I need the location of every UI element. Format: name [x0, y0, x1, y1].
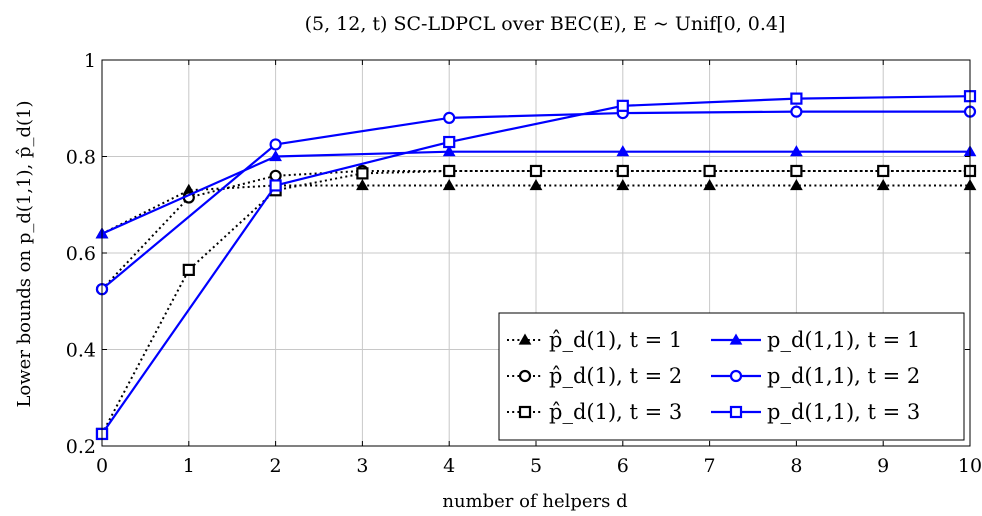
ticks: 0 1 2 3 4 5 6 7 8 9 10 0.2 0.4 0.6 0.8 1 [66, 50, 982, 477]
y-tick-label: 0.6 [66, 243, 96, 265]
y-tick-label: 0.8 [66, 147, 96, 169]
data-point [790, 164, 803, 178]
legend-marker [729, 369, 743, 383]
y-axis-label: Lower bounds on p_d(1,1), p̂_d(1) [14, 100, 35, 407]
data-point [269, 138, 282, 151]
data-point [529, 178, 543, 191]
x-tick-label: 8 [790, 455, 802, 477]
legend-entry: p̂_d(1), t = 3 [507, 400, 682, 424]
series-line [101, 169, 970, 435]
x-tick-label: 0 [96, 455, 108, 477]
data-point [443, 164, 456, 178]
y-tick-label: 1 [84, 50, 96, 72]
legend-label: p_d(1,1), t = 3 [767, 400, 920, 424]
y-tick-label: 0.2 [66, 436, 96, 458]
data-point [703, 178, 716, 191]
data-point [790, 92, 803, 105]
x-tick-label: 5 [530, 455, 542, 477]
data-point [442, 145, 456, 157]
legend-label: p_d(1,1), t = 2 [767, 364, 920, 388]
x-tick-label: 3 [356, 455, 368, 477]
legend-label: p̂_d(1), t = 2 [549, 364, 682, 388]
series-line [101, 95, 971, 435]
data-point [442, 178, 456, 191]
data-point [790, 145, 803, 157]
legend-marker [729, 405, 743, 419]
x-tick-label: 6 [617, 455, 629, 477]
x-tick-label: 7 [704, 455, 716, 477]
legend-marker [518, 369, 532, 383]
data-point [790, 178, 803, 191]
legend-label: p̂_d(1), t = 3 [549, 400, 682, 424]
series-line [101, 184, 970, 235]
data-point [356, 167, 369, 180]
legend-marker [518, 405, 532, 419]
x-tick-label: 9 [877, 455, 889, 477]
legend-entry: p̂_d(1), t = 2 [507, 364, 682, 388]
chart-title: (5, 12, t) SC-LDPCL over BEC(E), E ~ Uni… [305, 13, 786, 35]
data-point [616, 164, 629, 178]
x-tick-label: 10 [958, 455, 982, 477]
data-point [443, 111, 456, 125]
y-tick-label: 0.4 [66, 340, 96, 362]
data-point [616, 178, 630, 191]
data-point [269, 179, 282, 192]
x-tick-label: 2 [270, 455, 282, 477]
data-point [616, 99, 629, 112]
legend-entry: p_d(1,1), t = 2 [711, 364, 920, 388]
data-point [529, 164, 543, 178]
data-point [443, 135, 456, 149]
x-tick-label: 4 [443, 455, 455, 477]
legend-entry: p_d(1,1), t = 1 [711, 328, 920, 352]
data-point [616, 145, 630, 157]
legend-label: p_d(1,1), t = 1 [767, 328, 920, 352]
data-point [269, 149, 282, 162]
data-point [790, 105, 803, 118]
x-axis-label: number of helpers d [442, 491, 627, 512]
series-line [101, 110, 970, 291]
legend-entry: p_d(1,1), t = 3 [711, 400, 920, 424]
data-point [703, 164, 716, 178]
data-point [876, 178, 890, 191]
legend-marker [518, 333, 532, 345]
data-point [877, 164, 890, 178]
data-point [356, 178, 369, 191]
data-point [182, 263, 195, 276]
data-point [269, 169, 282, 182]
legend: p̂_d(1), t = 1 p̂_d(1), t = 2 p̂_d(1), t =… [498, 312, 965, 441]
legend-label: p̂_d(1), t = 1 [549, 328, 682, 352]
legend-entry: p̂_d(1), t = 1 [507, 328, 682, 352]
x-tick-label: 1 [183, 455, 195, 477]
legend-marker [729, 333, 743, 345]
